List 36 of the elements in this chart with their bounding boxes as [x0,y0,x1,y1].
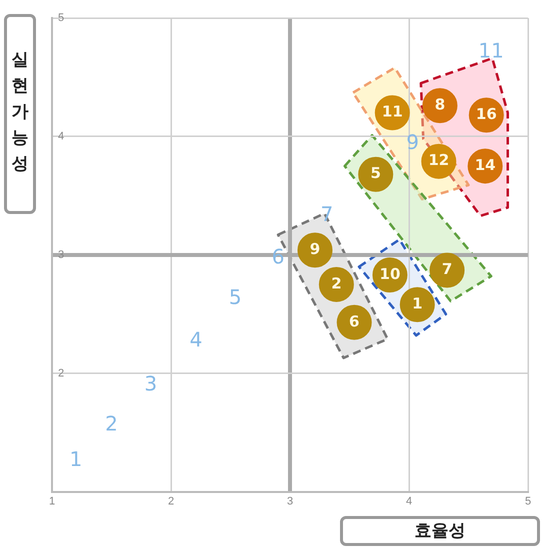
point [422,88,458,124]
x-tick-label: 5 [524,495,532,508]
point [430,252,465,288]
annotation: 1 [412,294,423,313]
annotation: 3 [144,371,158,396]
x-tick-label: 2 [168,495,174,508]
point [318,267,354,302]
annotation: 1 [69,447,82,472]
x-tick-label: 3 [286,495,294,508]
annotation: 8 [434,96,446,114]
annotation: 9 [406,130,419,154]
point [358,156,394,192]
annotation: 10 [380,264,400,283]
annotation: 7 [442,260,452,278]
y-tick-label: 5 [58,12,64,24]
annotation: 9 [310,240,320,258]
annotation: 14 [474,156,496,174]
x-axis-title: 효율성 [340,516,540,546]
y-tick-label: 2 [58,367,64,380]
annotation: 7 [320,202,334,226]
annotation: 16 [476,105,497,124]
annotation: 12 [428,151,450,170]
y-tick-label: 4 [58,130,64,142]
point [336,304,372,340]
x-tick-label: 1 [48,495,56,508]
annotation: 11 [382,102,403,121]
y-axis-title: 실현가능성 [4,14,36,214]
annotation: 2 [105,412,118,436]
annotation: 5 [370,164,381,182]
point [297,232,332,268]
x-tick-label: 4 [406,495,412,508]
annotation: 2 [331,274,342,292]
annotation: 11 [478,38,504,63]
annotation: 6 [349,312,360,330]
annotation: 4 [190,328,202,352]
annotation: 5 [228,284,242,309]
